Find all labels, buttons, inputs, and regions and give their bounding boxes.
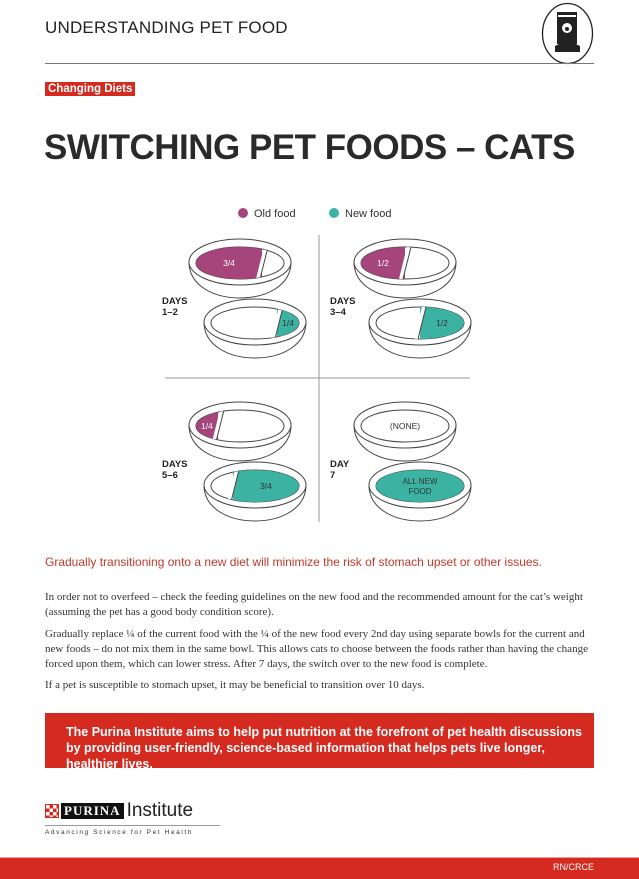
- callout-box: The Purina Institute aims to help put nu…: [45, 713, 594, 771]
- days-label: DAYS: [162, 296, 188, 307]
- portion-gap: [212, 410, 224, 442]
- portion-label: (NONE): [390, 421, 420, 431]
- portion-label: ALL NEW: [403, 477, 438, 486]
- portion-divider: [417, 307, 427, 339]
- portion-divider: [259, 247, 269, 279]
- header-divider: [45, 63, 594, 64]
- pet-food-bag-icon: [541, 2, 594, 65]
- legend-swatch: [238, 208, 248, 218]
- paragraph: In order not to overfeed – check the fee…: [45, 591, 583, 618]
- category-tag: Changing Diets: [45, 82, 136, 96]
- logo-brand: PURINA: [61, 803, 124, 819]
- bowl-inner: [360, 409, 450, 443]
- food-portion: [376, 470, 464, 502]
- footer-bar: RN/CRCE: [0, 857, 639, 879]
- portion-label: FOOD: [408, 487, 431, 496]
- days-label: DAYS: [330, 296, 356, 307]
- portion-gap: [256, 247, 268, 279]
- portion-label: 1/2: [436, 318, 448, 328]
- days-label: DAYS: [162, 459, 188, 470]
- bowl: [188, 401, 292, 462]
- portion-label: 3/4: [260, 481, 272, 491]
- bowl: [368, 298, 472, 359]
- paragraph: Gradually replace ¼ of the current food …: [45, 628, 588, 670]
- bowl: [203, 461, 307, 522]
- page-title: SWITCHING PET FOODS – CATS: [44, 128, 575, 167]
- legend-label: New food: [345, 208, 391, 220]
- bowl: [353, 401, 457, 462]
- portion-divider: [402, 247, 412, 279]
- bowl: [203, 298, 307, 359]
- header-title: UNDERSTANDING PET FOOD: [45, 18, 288, 37]
- days-label: DAY: [330, 459, 350, 470]
- portion-gap: [414, 307, 426, 339]
- purina-institute-logo: PURINA Institute Advancing Science for Pe…: [45, 800, 225, 836]
- bowl: [368, 461, 472, 522]
- days-label: 3–4: [330, 307, 347, 318]
- logo-divider: [45, 825, 220, 826]
- portion-gap: [399, 247, 411, 279]
- legend-swatch: [329, 208, 339, 218]
- feeding-diagram: Old food New food3/41/4DAYS1–21/21/2DAYS3…: [162, 208, 472, 522]
- days-label: 7: [330, 470, 335, 481]
- portion-divider: [215, 410, 225, 442]
- bowl: [188, 238, 292, 299]
- portion-label: 1/2: [377, 258, 389, 268]
- portion-label: 3/4: [223, 258, 235, 268]
- days-label: 1–2: [162, 307, 178, 318]
- bowl: [353, 238, 457, 299]
- lead-text: Gradually transitioning onto a new diet …: [45, 555, 542, 569]
- checkerboard-icon: [45, 804, 59, 818]
- portion-divider: [230, 470, 240, 502]
- portion-label: 1/4: [282, 318, 294, 328]
- document-code: RN/CRCE: [552, 862, 594, 872]
- portion-gap: [271, 307, 283, 339]
- portion-divider: [274, 307, 284, 339]
- days-label: 5–6: [162, 470, 178, 481]
- paragraph: If a pet is susceptible to stomach upset…: [45, 679, 425, 691]
- logo-tagline: Advancing Science for Pet Health: [45, 829, 194, 836]
- portion-gap: [227, 470, 239, 502]
- portion-label: 1/4: [201, 421, 213, 431]
- logo-name: Institute: [126, 800, 194, 821]
- legend-label: Old food: [254, 208, 296, 220]
